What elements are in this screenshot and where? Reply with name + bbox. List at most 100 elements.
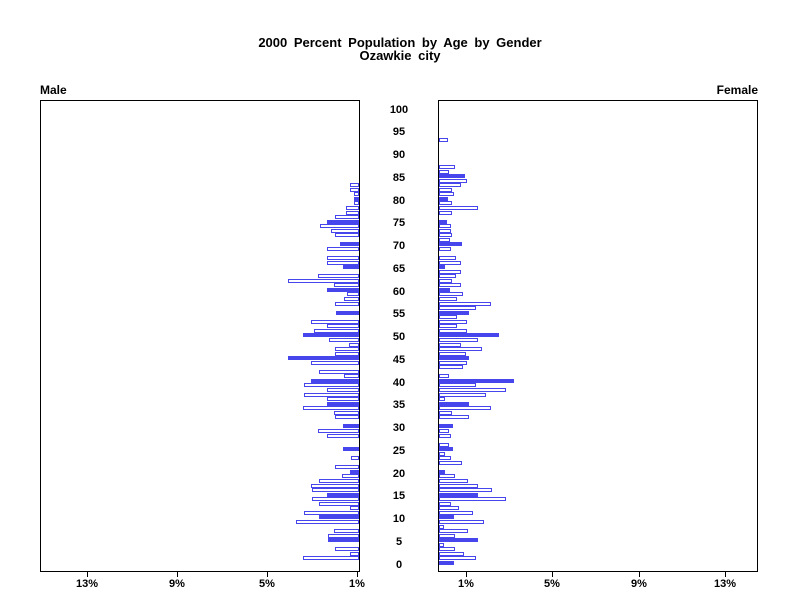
female-bar-age-69: [439, 247, 451, 251]
age-label-95: 95: [392, 126, 406, 138]
female-bar-age-29: [439, 429, 449, 433]
male-bar-age-9: [296, 520, 359, 524]
male-bar-age-50: [303, 333, 359, 337]
age-label-20: 20: [392, 468, 406, 480]
age-label-5: 5: [395, 536, 403, 548]
male-bar-age-15: [327, 493, 359, 497]
male-panel-label: Male: [40, 83, 67, 97]
female-bar-age-77: [439, 211, 452, 215]
female-bar-age-93: [439, 138, 448, 142]
female-bar-age-37: [439, 393, 486, 397]
female-bar-age-35: [439, 402, 469, 406]
female-axis-9pct-label: 9%: [631, 578, 647, 590]
male-bar-age-18: [319, 479, 359, 483]
male-bar-age-79: [354, 201, 359, 205]
male-bar-age-51: [314, 329, 359, 333]
chart-title: 2000 Percent Population by Age by Gender: [258, 35, 542, 50]
male-bar-age-5: [328, 538, 359, 542]
female-axis-1pct-tick: [466, 572, 467, 577]
male-bar-age-53: [311, 320, 359, 324]
female-bar-age-1: [439, 556, 476, 560]
male-bar-age-80: [354, 197, 359, 201]
male-bar-age-62: [288, 279, 359, 283]
male-axis-9pct-tick: [177, 572, 178, 577]
female-bar-age-3: [439, 547, 455, 551]
female-bar-age-8: [439, 525, 444, 529]
female-bar-age-64: [439, 270, 461, 274]
male-bar-age-55: [336, 311, 359, 315]
male-bar-age-3: [335, 547, 359, 551]
male-bar-age-28: [327, 434, 359, 438]
male-bar-age-19: [342, 474, 359, 478]
male-bar-age-17: [311, 484, 359, 488]
female-bar-age-79: [439, 201, 452, 205]
male-bar-age-65: [343, 265, 359, 269]
female-bar-age-26: [439, 443, 449, 447]
female-bar-age-87: [439, 165, 455, 169]
female-bar-age-70: [439, 242, 462, 246]
female-bar-age-33: [439, 411, 452, 415]
female-bar-age-20: [439, 470, 445, 474]
male-bar-age-29: [318, 429, 359, 433]
female-bar-age-61: [439, 283, 461, 287]
female-axis-13pct-tick: [725, 572, 726, 577]
male-bar-age-47: [335, 347, 359, 351]
female-bar-age-5: [439, 538, 478, 542]
age-label-55: 55: [392, 308, 406, 320]
female-bar-age-19: [439, 474, 455, 478]
female-bar-age-81: [439, 192, 454, 196]
female-bar-age-82: [439, 188, 452, 192]
female-axis-9pct-tick: [639, 572, 640, 577]
female-bar-age-44: [439, 361, 467, 365]
male-bar-age-58: [344, 297, 359, 301]
female-bar-age-24: [439, 452, 445, 456]
male-bar-age-21: [335, 465, 359, 469]
age-label-85: 85: [392, 172, 406, 184]
female-bar-age-36: [439, 397, 445, 401]
female-bar-age-47: [439, 347, 482, 351]
female-bar-age-62: [439, 279, 452, 283]
male-bar-age-70: [340, 242, 359, 246]
female-bar-age-45: [439, 356, 469, 360]
female-bar-age-39: [439, 383, 476, 387]
male-bar-age-39: [304, 383, 359, 387]
female-panel-label: Female: [716, 83, 758, 97]
age-label-0: 0: [395, 559, 403, 571]
male-bar-age-78: [346, 206, 359, 210]
age-label-10: 10: [392, 513, 406, 525]
female-bar-age-43: [439, 365, 463, 369]
male-bar-age-10: [319, 515, 359, 519]
female-bar-age-50: [439, 333, 499, 337]
male-bar-age-30: [343, 424, 359, 428]
female-bar-age-49: [439, 338, 478, 342]
age-label-50: 50: [392, 331, 406, 343]
female-bar-age-22: [439, 461, 462, 465]
female-bar-age-57: [439, 302, 491, 306]
female-bar-age-74: [439, 224, 451, 228]
male-bar-age-82: [350, 188, 359, 192]
male-bar-age-36: [327, 397, 359, 401]
age-label-90: 90: [392, 149, 406, 161]
female-bar-age-9: [439, 520, 484, 524]
male-bar-age-52: [327, 324, 359, 328]
female-bar-age-34: [439, 406, 491, 410]
male-axis-9pct-label: 9%: [169, 578, 185, 590]
male-bar-age-38: [327, 388, 359, 392]
female-bar-age-54: [439, 315, 457, 319]
age-label-65: 65: [392, 263, 406, 275]
male-bar-age-42: [319, 370, 359, 374]
male-bar-age-66: [327, 261, 359, 265]
male-bar-age-13: [319, 502, 359, 506]
female-bar-age-6: [439, 534, 455, 538]
female-bar-age-28: [439, 434, 451, 438]
female-bar-age-71: [439, 238, 450, 242]
male-axis-13pct-tick: [87, 572, 88, 577]
age-label-15: 15: [392, 490, 406, 502]
male-bar-age-2: [350, 552, 359, 556]
female-bar-age-25: [439, 447, 453, 451]
male-bar-age-32: [335, 415, 359, 419]
female-bar-age-23: [439, 456, 451, 460]
male-bar-age-20: [350, 470, 359, 474]
male-axis-5pct-tick: [267, 572, 268, 577]
